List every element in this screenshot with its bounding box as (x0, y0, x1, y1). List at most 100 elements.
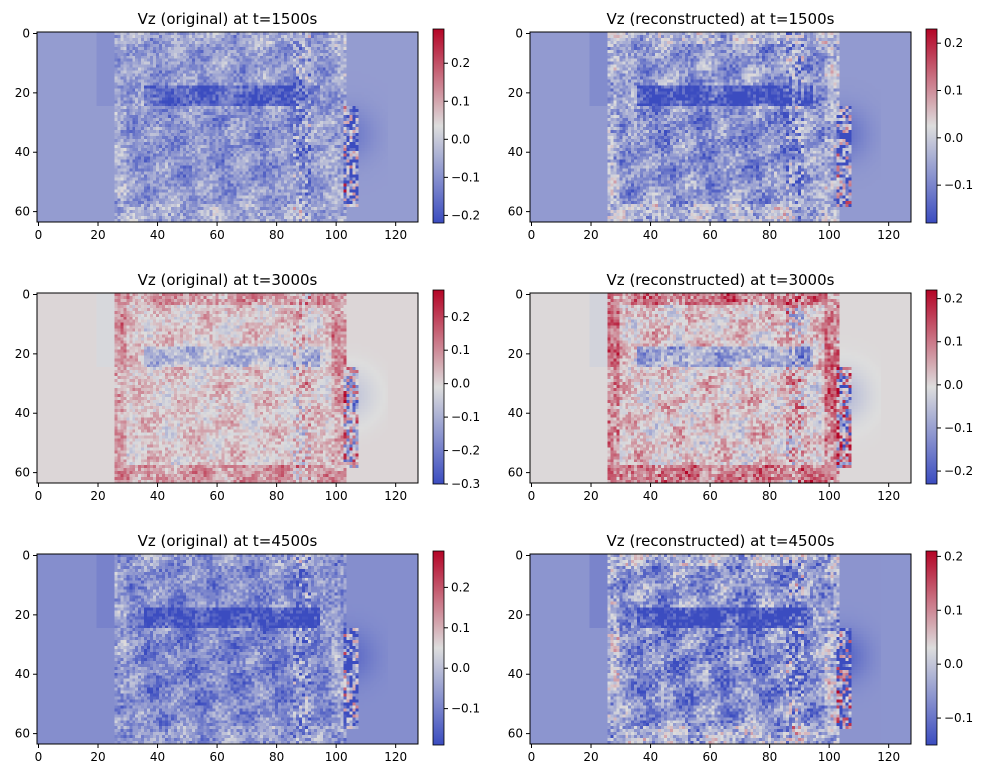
subplot-5: Vz (original) at t=4500s 0 20 40 60 80 100 120 0… (15, 532, 480, 764)
x-tick-label: 120 (877, 228, 900, 242)
x-tick-label: 60 (209, 228, 224, 242)
subplot-4: Vz (reconstructed) at t=3000s 0 20 40 60 80 10… (508, 271, 973, 503)
colorbar-tick-label: 0.2 (944, 549, 963, 563)
y-tick-label: 40 (508, 667, 523, 681)
heatmap-image (530, 32, 911, 222)
x-tick-label: 60 (702, 228, 717, 242)
axes-frame (529, 553, 912, 745)
colorbar-tick-label: −0.2 (944, 464, 973, 478)
x-tick-label: 80 (269, 228, 284, 242)
x-tick-label: 60 (702, 489, 717, 503)
x-tick-label: 120 (384, 228, 407, 242)
heatmap-image (37, 554, 418, 744)
colorbar-tick-label: −0.1 (451, 702, 480, 716)
x-tick-label: 40 (643, 489, 658, 503)
y-tick-label: 20 (508, 608, 523, 622)
x-tick-label: 100 (325, 750, 348, 764)
x-tick-label: 0 (528, 489, 536, 503)
y-tick-label: 0 (22, 548, 30, 562)
x-tick-label: 40 (150, 750, 165, 764)
axes-frame (36, 553, 419, 745)
colorbar (432, 550, 445, 746)
subplot-title: Vz (reconstructed) at t=4500s (607, 532, 835, 550)
x-tick-label: 60 (209, 750, 224, 764)
x-tick-label: 0 (528, 750, 536, 764)
y-tick-label: 0 (515, 26, 523, 40)
subplot-2: Vz (reconstructed) at t=1500s 0 20 40 60 80 10… (508, 10, 973, 242)
x-tick-label: 80 (762, 228, 777, 242)
x-tick-label: 20 (583, 750, 598, 764)
x-tick-label: 0 (528, 228, 536, 242)
y-tick-label: 60 (508, 727, 523, 741)
x-tick-label: 80 (269, 750, 284, 764)
axes-frame (529, 31, 912, 223)
colorbar (925, 550, 938, 746)
colorbar-tick-label: 0.0 (451, 132, 470, 146)
colorbar-tick-label: −0.1 (944, 711, 973, 725)
y-tick-label: 60 (15, 466, 30, 480)
x-tick-label: 20 (90, 228, 105, 242)
x-tick-label: 100 (325, 228, 348, 242)
x-tick-label: 100 (818, 750, 841, 764)
heatmap-image (530, 293, 911, 483)
subplot-3: Vz (original) at t=3000s 0 20 40 60 80 100 120 0… (15, 271, 480, 503)
x-tick-label: 0 (35, 228, 43, 242)
colorbar-tick-label: −0.2 (451, 444, 480, 458)
colorbar-tick-label: −0.3 (451, 477, 480, 491)
x-tick-label: 0 (35, 489, 43, 503)
colorbar-tick-label: 0.1 (451, 94, 470, 108)
x-tick-label: 120 (384, 750, 407, 764)
colorbar-tick-label: 0.1 (451, 343, 470, 357)
x-tick-label: 60 (702, 750, 717, 764)
colorbar (432, 289, 445, 485)
y-tick-label: 20 (15, 608, 30, 622)
colorbar-tick-label: −0.2 (451, 208, 480, 222)
y-tick-label: 40 (15, 406, 30, 420)
colorbar-tick-label: −0.1 (944, 178, 973, 192)
axes-frame (36, 292, 419, 484)
x-tick-label: 40 (643, 750, 658, 764)
x-tick-label: 20 (583, 228, 598, 242)
heatmap-image (37, 293, 418, 483)
colorbar-tick-label: 0.0 (451, 377, 470, 391)
colorbar-tick-label: 0.1 (944, 335, 963, 349)
subplot-1: Vz (original) at t=1500s 0 20 40 60 80 100 120 0… (15, 10, 480, 242)
y-tick-label: 60 (15, 205, 30, 219)
colorbar-tick-label: 0.1 (944, 603, 963, 617)
x-tick-label: 20 (583, 489, 598, 503)
colorbar-tick-label: 0.0 (944, 131, 963, 145)
x-tick-label: 120 (877, 489, 900, 503)
colorbar-tick-label: 0.2 (451, 310, 470, 324)
subplot-title: Vz (reconstructed) at t=1500s (607, 10, 835, 28)
colorbar-tick-label: −0.1 (451, 410, 480, 424)
subplot-6: Vz (reconstructed) at t=4500s 0 20 40 60 80 10… (508, 532, 973, 764)
y-tick-label: 40 (15, 145, 30, 159)
x-tick-label: 20 (90, 750, 105, 764)
y-tick-label: 20 (508, 347, 523, 361)
x-tick-label: 60 (209, 489, 224, 503)
y-tick-label: 60 (15, 727, 30, 741)
y-tick-label: 20 (15, 347, 30, 361)
x-tick-label: 100 (325, 489, 348, 503)
colorbar-tick-label: −0.1 (451, 170, 480, 184)
colorbar-tick-label: 0.2 (451, 580, 470, 594)
y-tick-label: 40 (508, 406, 523, 420)
colorbar-tick-label: 0.1 (451, 621, 470, 635)
y-tick-label: 0 (22, 287, 30, 301)
colorbar (925, 289, 938, 485)
colorbar-tick-label: 0.2 (944, 292, 963, 306)
colorbar-tick-label: 0.0 (944, 657, 963, 671)
x-tick-label: 120 (384, 489, 407, 503)
colorbar-tick-label: 0.2 (451, 56, 470, 70)
x-tick-label: 40 (643, 228, 658, 242)
subplot-title: Vz (reconstructed) at t=3000s (607, 271, 835, 289)
x-tick-label: 40 (150, 228, 165, 242)
x-tick-label: 80 (762, 489, 777, 503)
y-tick-label: 20 (15, 86, 30, 100)
axes-frame (36, 31, 419, 223)
subplot-title: Vz (original) at t=4500s (138, 532, 318, 550)
y-tick-label: 40 (508, 145, 523, 159)
x-tick-label: 80 (269, 489, 284, 503)
y-tick-label: 60 (508, 466, 523, 480)
